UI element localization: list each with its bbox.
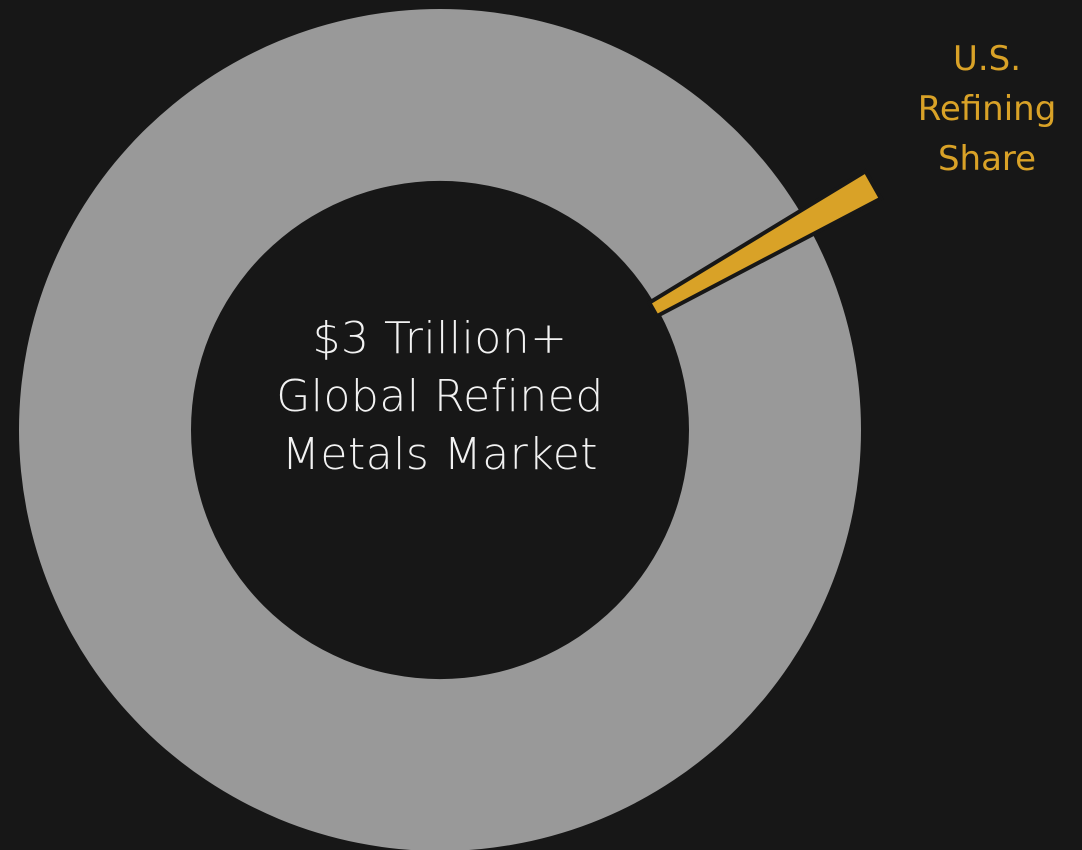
donut-slice-us-refining-share	[646, 168, 884, 319]
callout-line-3: Share	[937, 139, 1037, 179]
center-label: $3 Trillion+ Global Refined Metals Marke…	[190, 310, 690, 484]
center-label-line-3: Metals Market	[281, 429, 599, 480]
callout-line-1: U.S.	[952, 39, 1022, 79]
us-share-callout: U.S. Refining Share	[892, 34, 1082, 184]
center-label-line-1: $3 Trillion+	[312, 313, 568, 364]
callout-line-2: Refining	[917, 89, 1057, 129]
donut-slice-global-market	[19, 9, 861, 850]
center-label-line-2: Global Refined	[276, 371, 604, 422]
